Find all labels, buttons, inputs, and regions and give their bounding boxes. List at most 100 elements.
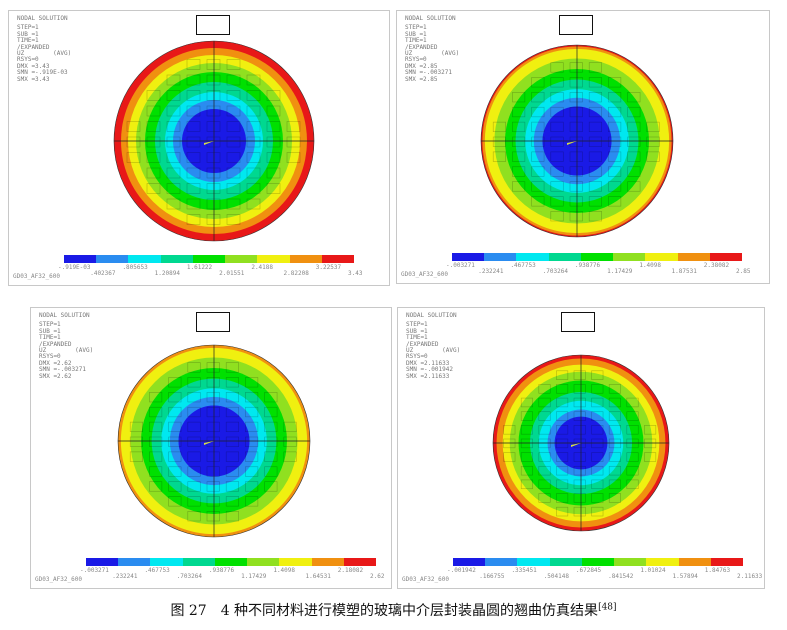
die-outline <box>149 392 163 403</box>
die-outline <box>166 167 181 179</box>
solution-info-line: RSYS=0 <box>405 56 427 64</box>
solution-info-line: SMX =2.11633 <box>406 372 450 380</box>
die-outline <box>644 425 657 435</box>
die-outline <box>126 136 141 148</box>
solution-info: NODAL SOLUTION STEP=1 SUB =1 TIME=1/EXPANDE… <box>406 312 460 380</box>
solution-info-line: DMX =2.62 <box>39 359 72 367</box>
die-outline <box>646 151 660 162</box>
die-outline <box>187 496 201 507</box>
die-outline <box>206 198 221 210</box>
die-outline <box>264 481 278 492</box>
die-outline <box>264 392 278 403</box>
die-outline <box>168 496 182 507</box>
die-outline <box>556 411 569 421</box>
contour-plot-panel: NODAL SOLUTION STEP=1 SUB =1 TIME=1/EXPANDE… <box>8 10 390 286</box>
legend-swatch <box>321 255 354 263</box>
color-legend <box>452 253 742 261</box>
die-outline <box>149 421 163 433</box>
die-outline <box>187 466 201 477</box>
legend-tick-label: .805653 <box>122 264 148 271</box>
die-outline <box>149 466 163 477</box>
die-outline <box>206 214 221 225</box>
die-outline <box>512 166 526 177</box>
die-outline <box>166 90 181 101</box>
legend-tick-label: 1.17429 <box>607 268 633 275</box>
legend-tick-label: 2.82208 <box>283 270 309 277</box>
solution-info-line: SMN =-.003271 <box>39 366 86 374</box>
legend-swatch <box>311 558 344 566</box>
legend-tick-label: 2.01551 <box>219 270 245 277</box>
die-outline <box>573 452 586 462</box>
die-outline <box>266 167 281 179</box>
die-outline <box>226 183 241 194</box>
die-outline <box>556 438 569 449</box>
die-outline <box>264 406 278 418</box>
die-outline <box>573 465 586 476</box>
die-outline <box>246 136 261 148</box>
die-outline <box>503 452 516 462</box>
die-outline <box>556 506 569 517</box>
solution-info-line: TIME=1 <box>405 37 427 45</box>
die-outline <box>569 181 583 192</box>
legend-tick-label: -.001942 <box>447 567 476 574</box>
die-outline <box>591 465 604 476</box>
legend-tick-label: 2.4188 <box>251 264 274 271</box>
legend-tick-label: .703264 <box>176 573 202 580</box>
die-outline <box>646 136 660 147</box>
die-outline <box>556 452 569 462</box>
contour-plot-panel: NODAL SOLUTION STEP=1 SUB =1 TIME=1/EXPANDE… <box>30 307 392 589</box>
die-outline <box>225 481 239 492</box>
die-outline <box>627 121 641 133</box>
die-outline <box>166 136 181 148</box>
die-outline <box>206 406 220 418</box>
solution-info-line: SUB =1 <box>406 327 428 335</box>
solution-info-line: SMX =3.43 <box>17 75 50 83</box>
die-outline <box>168 377 182 388</box>
solution-info-line: SMX =2.85 <box>405 75 438 83</box>
legend-tick-label: .467753 <box>144 567 170 574</box>
die-outline <box>245 392 259 403</box>
legend-swatch <box>516 253 549 261</box>
die-outline <box>264 466 278 477</box>
legend-swatch <box>517 558 550 566</box>
legend-tick-label: .841542 <box>608 573 634 580</box>
solution-title: NODAL SOLUTION <box>39 312 90 319</box>
solution-info-line: DMX =2.85 <box>405 62 438 70</box>
solution-info-line: RSYS=0 <box>17 56 39 64</box>
wafer-edge <box>492 354 670 532</box>
die-outline <box>225 511 239 522</box>
die-outline <box>266 90 281 101</box>
die-outline <box>503 425 516 435</box>
die-outline <box>520 397 533 408</box>
legend-swatch <box>613 253 646 261</box>
die-outline <box>245 406 259 418</box>
die-outline <box>246 121 261 132</box>
die-outline <box>264 451 278 462</box>
die-outline <box>591 425 604 435</box>
die-outline <box>591 397 604 408</box>
die-outline <box>573 493 586 503</box>
die-outline <box>149 436 163 447</box>
legend-tick-label: 1.17429 <box>241 573 267 580</box>
wafer-contour <box>492 354 670 532</box>
die-outline <box>550 121 564 133</box>
model-name: GD03_AF32_600 <box>401 271 448 278</box>
die-outline <box>512 92 526 103</box>
die-outline <box>206 436 220 447</box>
die-outline <box>186 90 201 101</box>
die-outline <box>126 152 141 163</box>
legend-swatch <box>64 255 97 263</box>
legend-tick-label: 3.43 <box>348 270 363 277</box>
legend-tick-label: 1.61222 <box>186 264 213 271</box>
die-outline <box>573 411 586 421</box>
die-outline <box>588 121 602 133</box>
die-outline <box>246 198 261 210</box>
die-outline <box>246 90 261 101</box>
die-outline <box>531 77 545 88</box>
legend-tick-label: .504148 <box>543 573 569 580</box>
wafer-contour <box>117 344 311 538</box>
die-outline <box>187 392 201 403</box>
die-outline <box>588 181 602 192</box>
die-outline <box>166 198 181 210</box>
legend-swatch <box>678 558 711 566</box>
